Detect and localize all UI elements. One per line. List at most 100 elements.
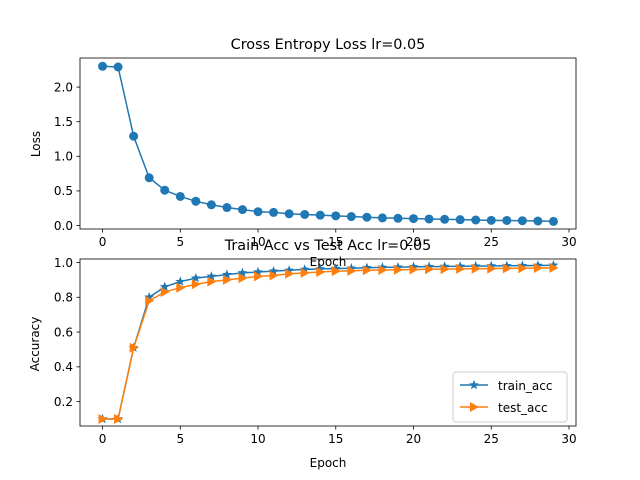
loss-data-point-loss [393,213,403,223]
legend: train_acc test_acc [452,371,568,423]
loss-x-tick-label: 0 [99,235,107,249]
accuracy-x-axis-label: Epoch [310,456,347,470]
accuracy-data-point-train-acc [315,263,326,274]
loss-data-point-loss [222,203,232,213]
loss-data-point-loss [424,214,434,224]
loss-data-point-loss [129,131,139,141]
accuracy-y-tick-label: 0.2 [54,395,73,409]
accuracy-data-point-test-acc [409,264,419,275]
accuracy-data-point-train-acc [424,261,435,271]
accuracy-data-point-train-acc [517,260,528,270]
accuracy-chart-title: Train Acc vs Test Acc lr=0.05 [224,238,432,254]
accuracy-data-point-train-acc [455,261,466,271]
accuracy-axes-frame [79,258,577,427]
loss-data-point-loss [284,209,294,219]
loss-data-point-loss [517,216,527,226]
accuracy-data-point-test-acc [207,276,217,287]
loss-data-point-loss [191,196,201,206]
accuracy-data-point-train-acc [268,265,279,276]
loss-x-tick-label: 5 [176,235,184,249]
accuracy-data-point-test-acc [533,263,543,274]
accuracy-data-point-train-acc [175,276,186,286]
accuracy-data-point-test-acc [269,270,279,281]
accuracy-data-point-test-acc [425,264,435,275]
loss-y-tick-label: 0.5 [54,184,73,198]
accuracy-x-tick-label: 0 [99,432,107,446]
accuracy-y-tick-label: 1.0 [54,256,73,270]
loss-data-point-loss [300,209,310,219]
accuracy-data-point-train-acc [501,260,512,270]
legend-marker-train-acc-shape [469,379,479,390]
accuracy-data-point-train-acc [548,260,559,270]
loss-data-point-loss [175,191,185,201]
accuracy-data-point-test-acc [331,266,341,277]
accuracy-data-point-test-acc [347,265,357,276]
loss-data-point-loss [471,215,481,225]
accuracy-y-axis-label: Accuracy [28,317,42,372]
loss-data-point-loss [440,214,450,224]
loss-data-point-loss [346,212,356,222]
legend-marker-test-acc [470,402,479,412]
accuracy-x-tick-label: 20 [406,432,421,446]
loss-data-point-loss [533,216,543,226]
loss-data-point-loss [113,62,123,72]
accuracy-data-point-train-acc [470,260,481,271]
loss-y-tick-label: 1.5 [54,115,73,129]
loss-data-point-loss [237,205,247,215]
accuracy-data-point-test-acc [456,263,466,274]
accuracy-data-point-train-acc [144,292,155,302]
accuracy-y-tick-label: 0.8 [54,291,73,305]
loss-data-point-loss [144,173,154,183]
loss-x-tick-label: 25 [484,235,499,249]
loss-data-point-loss [455,215,465,225]
legend-marker-train-acc [469,379,479,390]
accuracy-x-tick-label: 25 [484,432,499,446]
accuracy-plot-area: 0 5 10 15 20 25 30 0.2 0.4 0.6 0.8 1.0 [54,256,577,446]
accuracy-data-point-test-acc [440,264,450,275]
accuracy-data-point-test-acc [176,282,186,293]
loss-chart-title: Cross Entropy Loss lr=0.05 [231,37,426,53]
accuracy-data-point-train-acc [408,261,419,272]
loss-data-point-loss [98,61,108,71]
loss-x-tick-label: 10 [250,235,265,249]
accuracy-data-point-train-acc [361,262,372,272]
loss-data-point-loss [486,215,496,225]
loss-y-tick-label: 0.0 [54,219,73,233]
accuracy-data-point-train-acc [299,264,310,274]
loss-x-tick-label: 30 [561,235,576,249]
accuracy-data-point-test-acc [471,263,481,274]
loss-y-axis-label: Loss [29,131,43,157]
loss-plot-area: 0 5 10 15 20 25 30 0.0 0.5 1.0 1.5 2.0 [54,57,577,249]
loss-data-point-loss [502,215,512,225]
loss-data-point-loss [331,211,341,221]
accuracy-data-point-test-acc [502,263,512,274]
accuracy-data-point-test-acc [222,274,232,285]
accuracy-data-point-train-acc [206,271,217,281]
accuracy-data-point-test-acc [285,268,295,279]
accuracy-panel: 0 5 10 15 20 25 30 0.2 0.4 0.6 0.8 1.0 Train Acc vs… [28,238,577,470]
accuracy-data-point-train-acc [486,260,497,271]
accuracy-data-point-test-acc [518,263,528,274]
loss-y-tick-label: 2.0 [54,80,73,94]
loss-data-point-loss [160,185,170,195]
loss-data-point-loss [269,207,279,217]
accuracy-data-point-test-acc [129,342,139,353]
accuracy-data-point-train-acc [159,281,170,292]
accuracy-data-point-test-acc [238,273,248,284]
accuracy-data-point-test-acc [98,414,108,425]
accuracy-data-point-train-acc [330,263,341,273]
accuracy-data-point-test-acc [487,263,497,274]
accuracy-y-tick-label: 0.4 [54,360,73,374]
legend-label-test-acc: test_acc [498,401,548,415]
loss-data-point-loss [548,216,558,226]
accuracy-data-point-train-acc [377,262,388,272]
legend-marker-test-acc-shape [470,402,479,412]
accuracy-data-point-test-acc [145,295,155,306]
accuracy-data-point-test-acc [160,287,170,298]
loss-panel: Cross Entropy Loss lr=0.05 0 5 10 15 20 25 300… [29,37,577,269]
accuracy-y-tick-label: 0.6 [54,325,73,339]
loss-data-point-loss [253,207,263,217]
loss-data-point-loss [409,214,419,224]
accuracy-data-point-train-acc [221,269,232,279]
